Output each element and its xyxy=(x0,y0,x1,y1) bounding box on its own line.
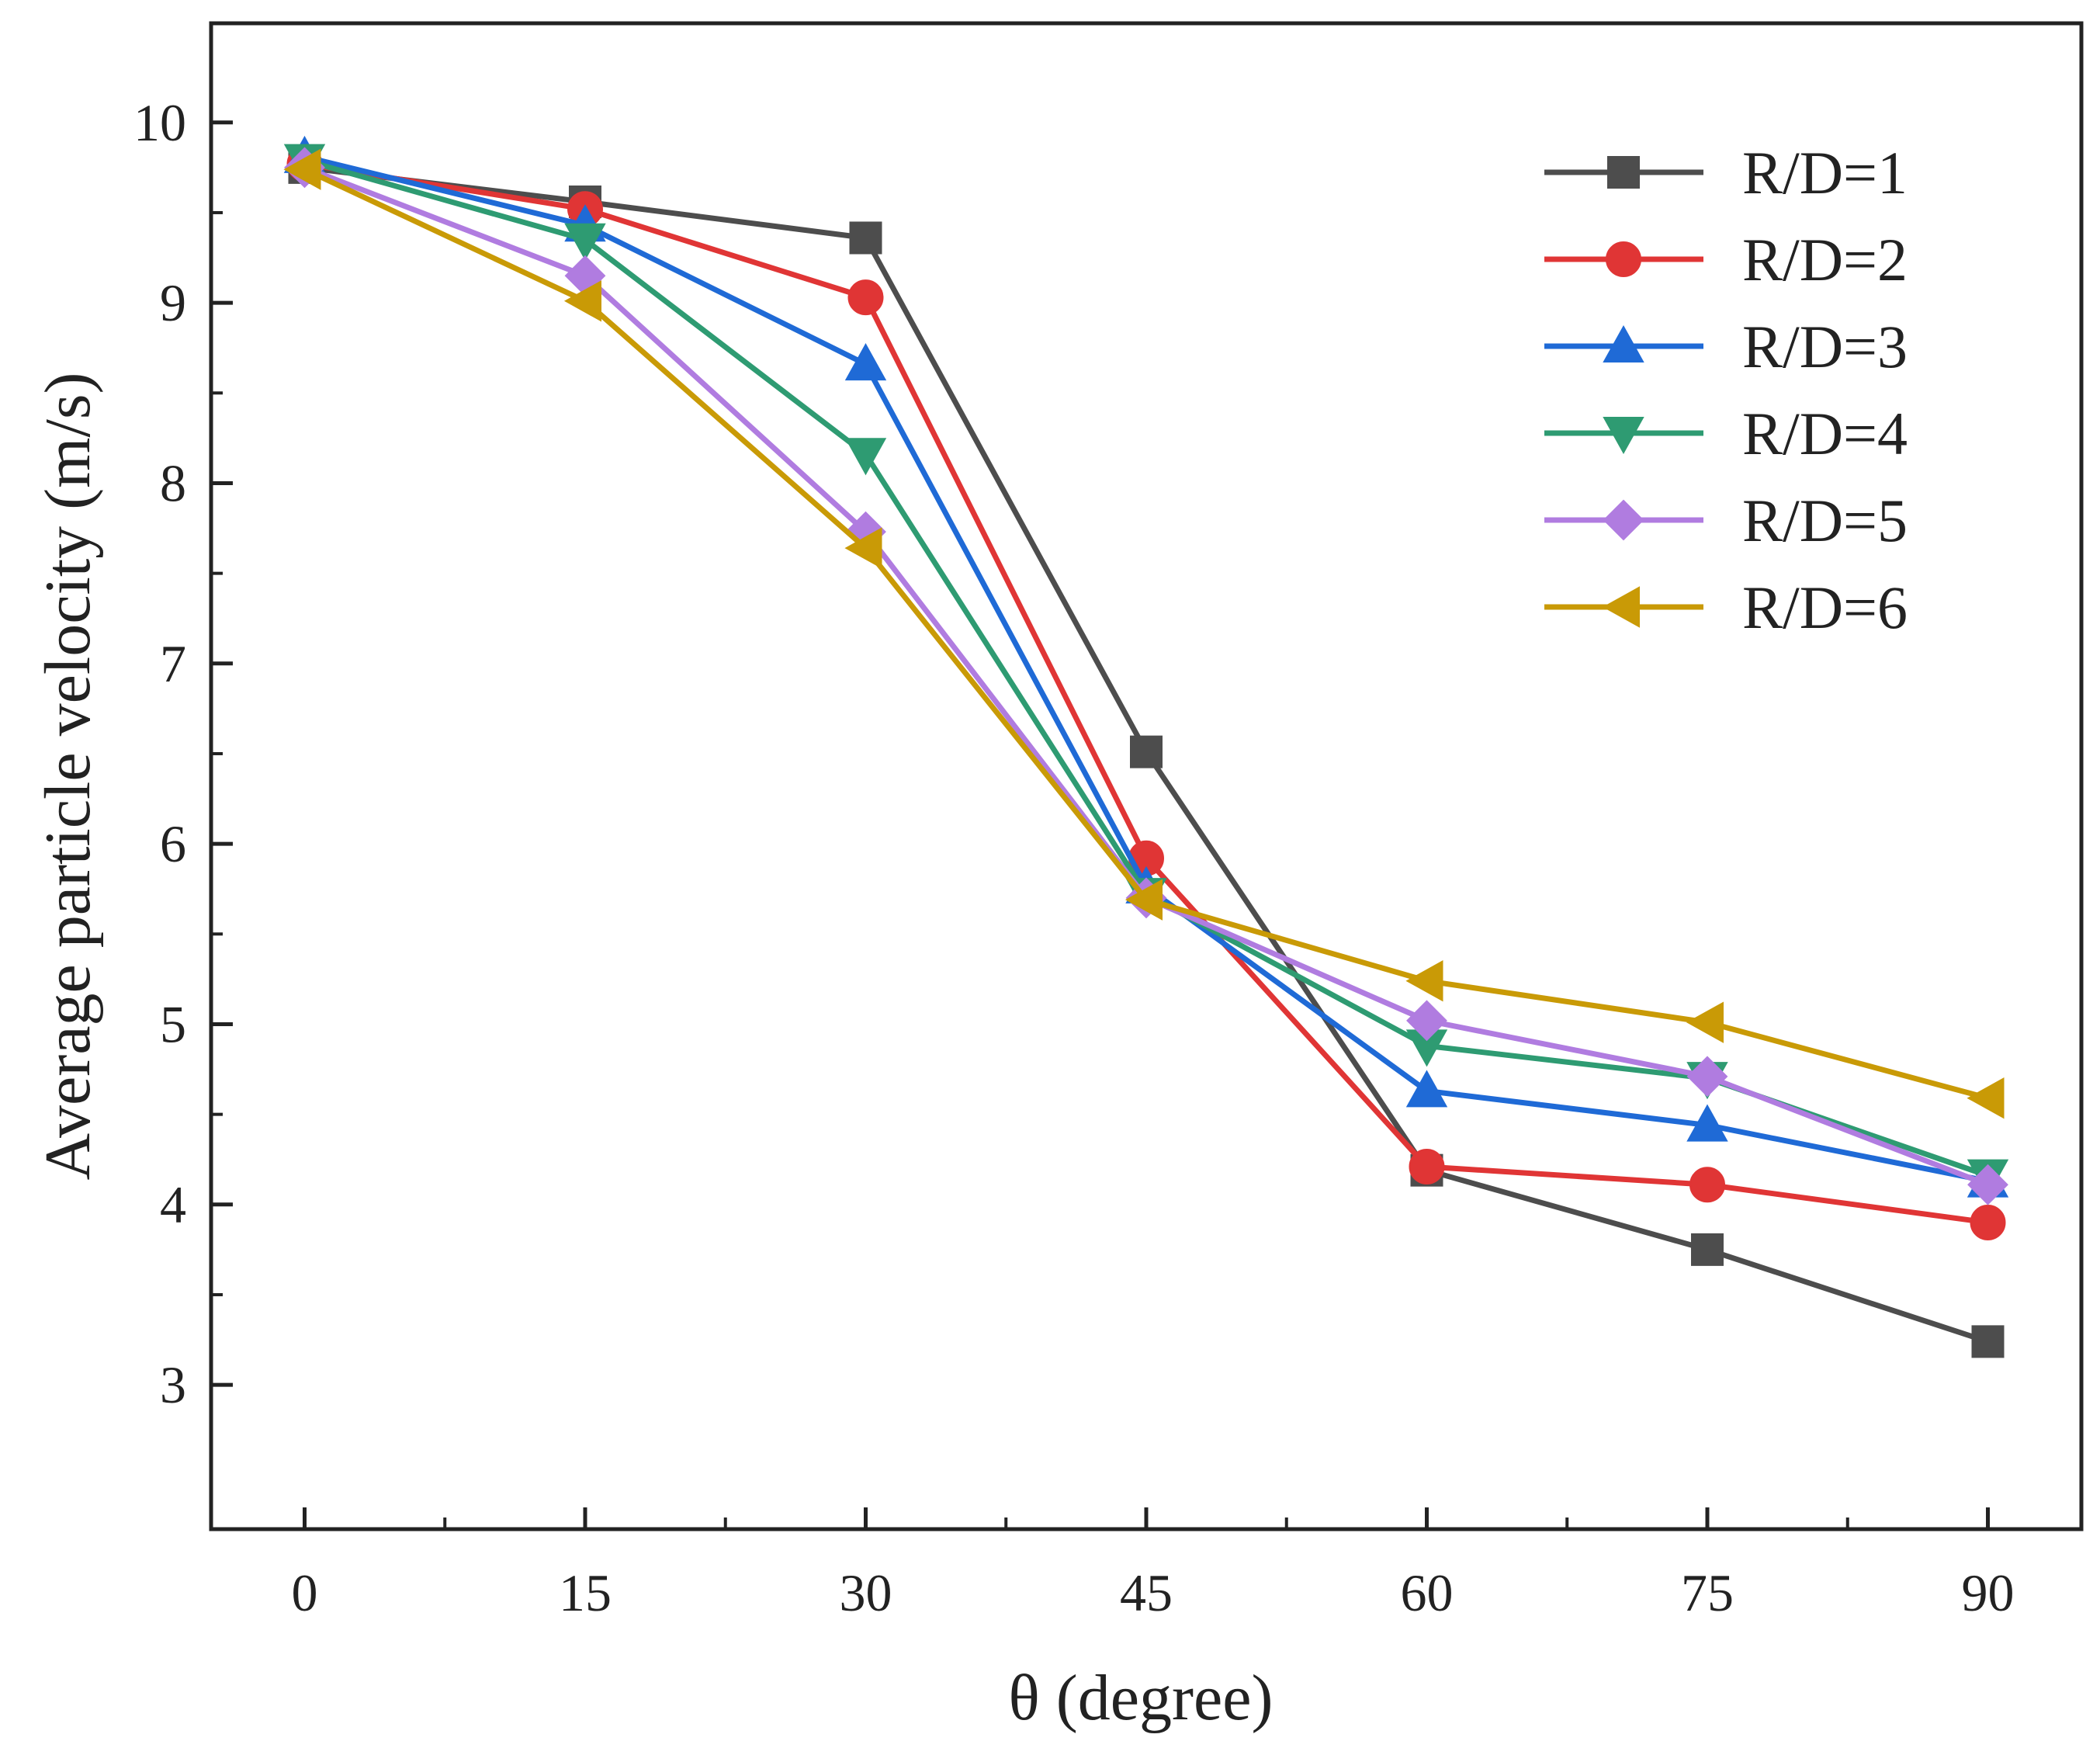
data-point xyxy=(563,280,601,322)
y-axis-ticks: 3 4 5 6 7 8 9 10 xyxy=(133,93,233,1414)
legend-marker xyxy=(1603,417,1644,455)
series-4 xyxy=(283,144,2009,1197)
data-point xyxy=(1967,1077,2005,1119)
data-point xyxy=(1406,1000,1447,1042)
series-3 xyxy=(283,135,2009,1198)
series-layer xyxy=(283,135,2009,1358)
x-tick-label: 60 xyxy=(1401,1563,1454,1622)
legend: R/D=1 R/D=2 R/D=3 R/D=4 R/D=5 R/D=6 xyxy=(1544,139,1908,641)
x-axis-title: θ (degree) xyxy=(1008,1662,1273,1734)
series-6 xyxy=(283,148,2005,1119)
data-point xyxy=(1970,1205,2006,1241)
data-point xyxy=(1405,960,1443,1002)
data-point xyxy=(844,438,887,476)
data-point xyxy=(1686,1104,1728,1142)
legend-marker xyxy=(1602,586,1640,628)
data-point xyxy=(844,527,882,569)
legend-label: R/D=2 xyxy=(1742,226,1908,293)
data-point xyxy=(1689,1167,1725,1203)
x-axis-ticks: 0 15 30 45 60 75 90 xyxy=(292,1507,2015,1622)
y-tick-label: 8 xyxy=(160,453,186,512)
legend-marker xyxy=(1603,324,1644,362)
data-point xyxy=(1971,1325,2005,1358)
data-point xyxy=(847,279,884,316)
legend-label: R/D=1 xyxy=(1742,139,1908,206)
y-tick-label: 9 xyxy=(160,273,186,332)
x-tick-label: 30 xyxy=(840,1563,892,1622)
x-tick-label: 45 xyxy=(1120,1563,1173,1622)
x-tick-label: 15 xyxy=(559,1563,612,1622)
x-tick-label: 75 xyxy=(1681,1563,1734,1622)
y-tick-label: 5 xyxy=(160,994,186,1053)
y-tick-label: 7 xyxy=(160,634,186,693)
legend-label: R/D=6 xyxy=(1742,574,1908,641)
data-point xyxy=(1409,1149,1445,1185)
data-point xyxy=(283,148,321,190)
data-point xyxy=(1130,735,1163,768)
y-axis-title: Average particle velocity (m/s) xyxy=(32,373,104,1181)
data-point xyxy=(1405,1070,1448,1108)
legend-label: R/D=3 xyxy=(1742,313,1908,380)
data-point xyxy=(844,343,887,381)
data-point xyxy=(849,221,882,255)
series-line xyxy=(303,161,1988,1226)
data-point xyxy=(1686,1056,1728,1098)
data-point xyxy=(564,223,606,261)
y-tick-label: 4 xyxy=(160,1175,186,1234)
legend-marker xyxy=(1606,241,1641,277)
series-2 xyxy=(286,146,2006,1241)
series-line xyxy=(303,158,1989,1178)
x-tick-label: 0 xyxy=(292,1563,318,1622)
y-tick-label: 3 xyxy=(160,1355,186,1414)
legend-label: R/D=5 xyxy=(1742,487,1908,554)
legend-marker xyxy=(1607,156,1640,189)
legend-label: R/D=4 xyxy=(1742,400,1908,467)
series-5 xyxy=(284,147,2008,1205)
data-point xyxy=(1125,879,1163,921)
legend-marker xyxy=(1603,499,1644,541)
y-tick-label: 6 xyxy=(160,814,186,873)
data-point xyxy=(1967,1164,2008,1205)
y-tick-label: 10 xyxy=(133,93,186,152)
x-tick-label: 90 xyxy=(1962,1563,2015,1622)
data-point xyxy=(1686,1001,1724,1043)
series-line xyxy=(303,167,1989,1101)
data-point xyxy=(1691,1233,1724,1266)
